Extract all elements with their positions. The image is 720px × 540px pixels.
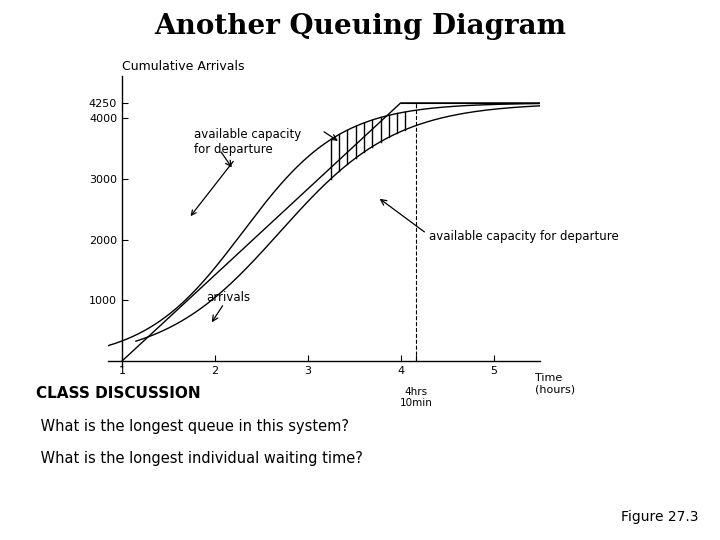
Text: available capacity for departure: available capacity for departure <box>428 230 618 243</box>
Text: arrivals: arrivals <box>207 291 251 304</box>
Text: available capacity
for departure: available capacity for departure <box>192 129 302 215</box>
Text: Cumulative Arrivals: Cumulative Arrivals <box>122 59 244 72</box>
Text: CLASS DISCUSSION: CLASS DISCUSSION <box>36 386 201 401</box>
Text: What is the longest queue in this system?: What is the longest queue in this system… <box>36 418 349 434</box>
Text: What is the longest individual waiting time?: What is the longest individual waiting t… <box>36 451 363 466</box>
Text: Another Queuing Diagram: Another Queuing Diagram <box>154 14 566 40</box>
Text: Figure 27.3: Figure 27.3 <box>621 510 698 524</box>
Text: Time
(hours): Time (hours) <box>536 373 575 395</box>
Text: 4hrs
10min: 4hrs 10min <box>400 387 433 408</box>
